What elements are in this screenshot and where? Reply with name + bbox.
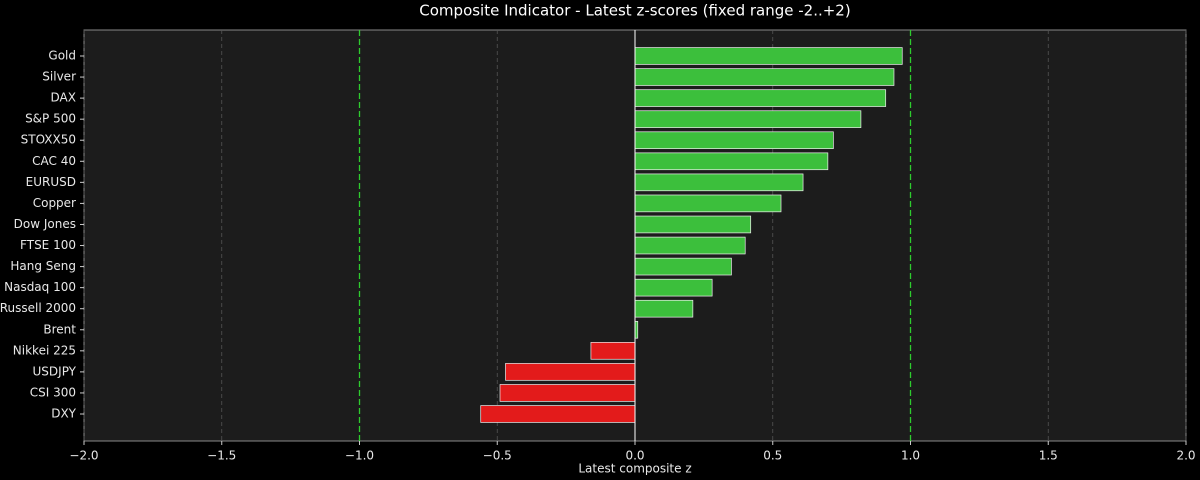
bar bbox=[634, 173, 804, 192]
y-tick-label: CSI 300 bbox=[30, 385, 76, 399]
bar bbox=[634, 236, 746, 255]
x-tick-label: 2.0 bbox=[1176, 449, 1195, 463]
y-tick-label: EURUSD bbox=[26, 175, 76, 189]
x-tick-label: 1.5 bbox=[1039, 449, 1058, 463]
bar bbox=[634, 47, 903, 65]
y-tick-label: Copper bbox=[33, 196, 76, 210]
x-tick-label: 1.0 bbox=[901, 449, 920, 463]
bar bbox=[634, 299, 694, 318]
y-tick-label: Dow Jones bbox=[14, 217, 76, 231]
y-tick-label: Russell 2000 bbox=[0, 301, 76, 315]
y-tick-label: DXY bbox=[51, 407, 76, 421]
y-tick-label: Hang Seng bbox=[10, 259, 76, 273]
x-tick-label: −2.0 bbox=[69, 449, 98, 463]
x-tick-label: −1.0 bbox=[345, 449, 374, 463]
y-tick-label: Silver bbox=[42, 70, 76, 84]
bar bbox=[505, 363, 636, 381]
bar bbox=[634, 89, 887, 107]
bar bbox=[634, 68, 895, 86]
y-tick-label: FTSE 100 bbox=[20, 238, 76, 252]
bar bbox=[499, 384, 636, 402]
bar bbox=[634, 278, 713, 297]
y-tick-label: Gold bbox=[48, 49, 76, 63]
bar bbox=[480, 405, 636, 423]
y-tick-label: USDJPY bbox=[33, 364, 77, 378]
chart-title: Composite Indicator - Latest z-scores (f… bbox=[419, 2, 850, 20]
y-tick-label: S&P 500 bbox=[25, 112, 76, 126]
y-tick-label: DAX bbox=[51, 91, 76, 105]
x-tick-label: 0.5 bbox=[763, 449, 782, 463]
y-tick-label: Nasdaq 100 bbox=[4, 280, 76, 294]
bar bbox=[634, 131, 834, 150]
x-tick-label: −1.5 bbox=[207, 449, 236, 463]
x-axis-label: Latest composite z bbox=[578, 462, 691, 476]
x-tick-label: 0.0 bbox=[625, 449, 644, 463]
y-tick-label: Nikkei 225 bbox=[13, 343, 76, 357]
bar bbox=[590, 342, 636, 360]
y-tick-label: Brent bbox=[43, 322, 76, 336]
bar bbox=[634, 194, 782, 213]
bar bbox=[634, 257, 732, 276]
y-tick-label: STOXX50 bbox=[21, 133, 76, 147]
bar bbox=[634, 152, 829, 171]
y-tick-label: CAC 40 bbox=[32, 154, 76, 168]
x-tick-label: −0.5 bbox=[483, 449, 512, 463]
bar bbox=[634, 215, 752, 234]
bar bbox=[634, 110, 862, 128]
